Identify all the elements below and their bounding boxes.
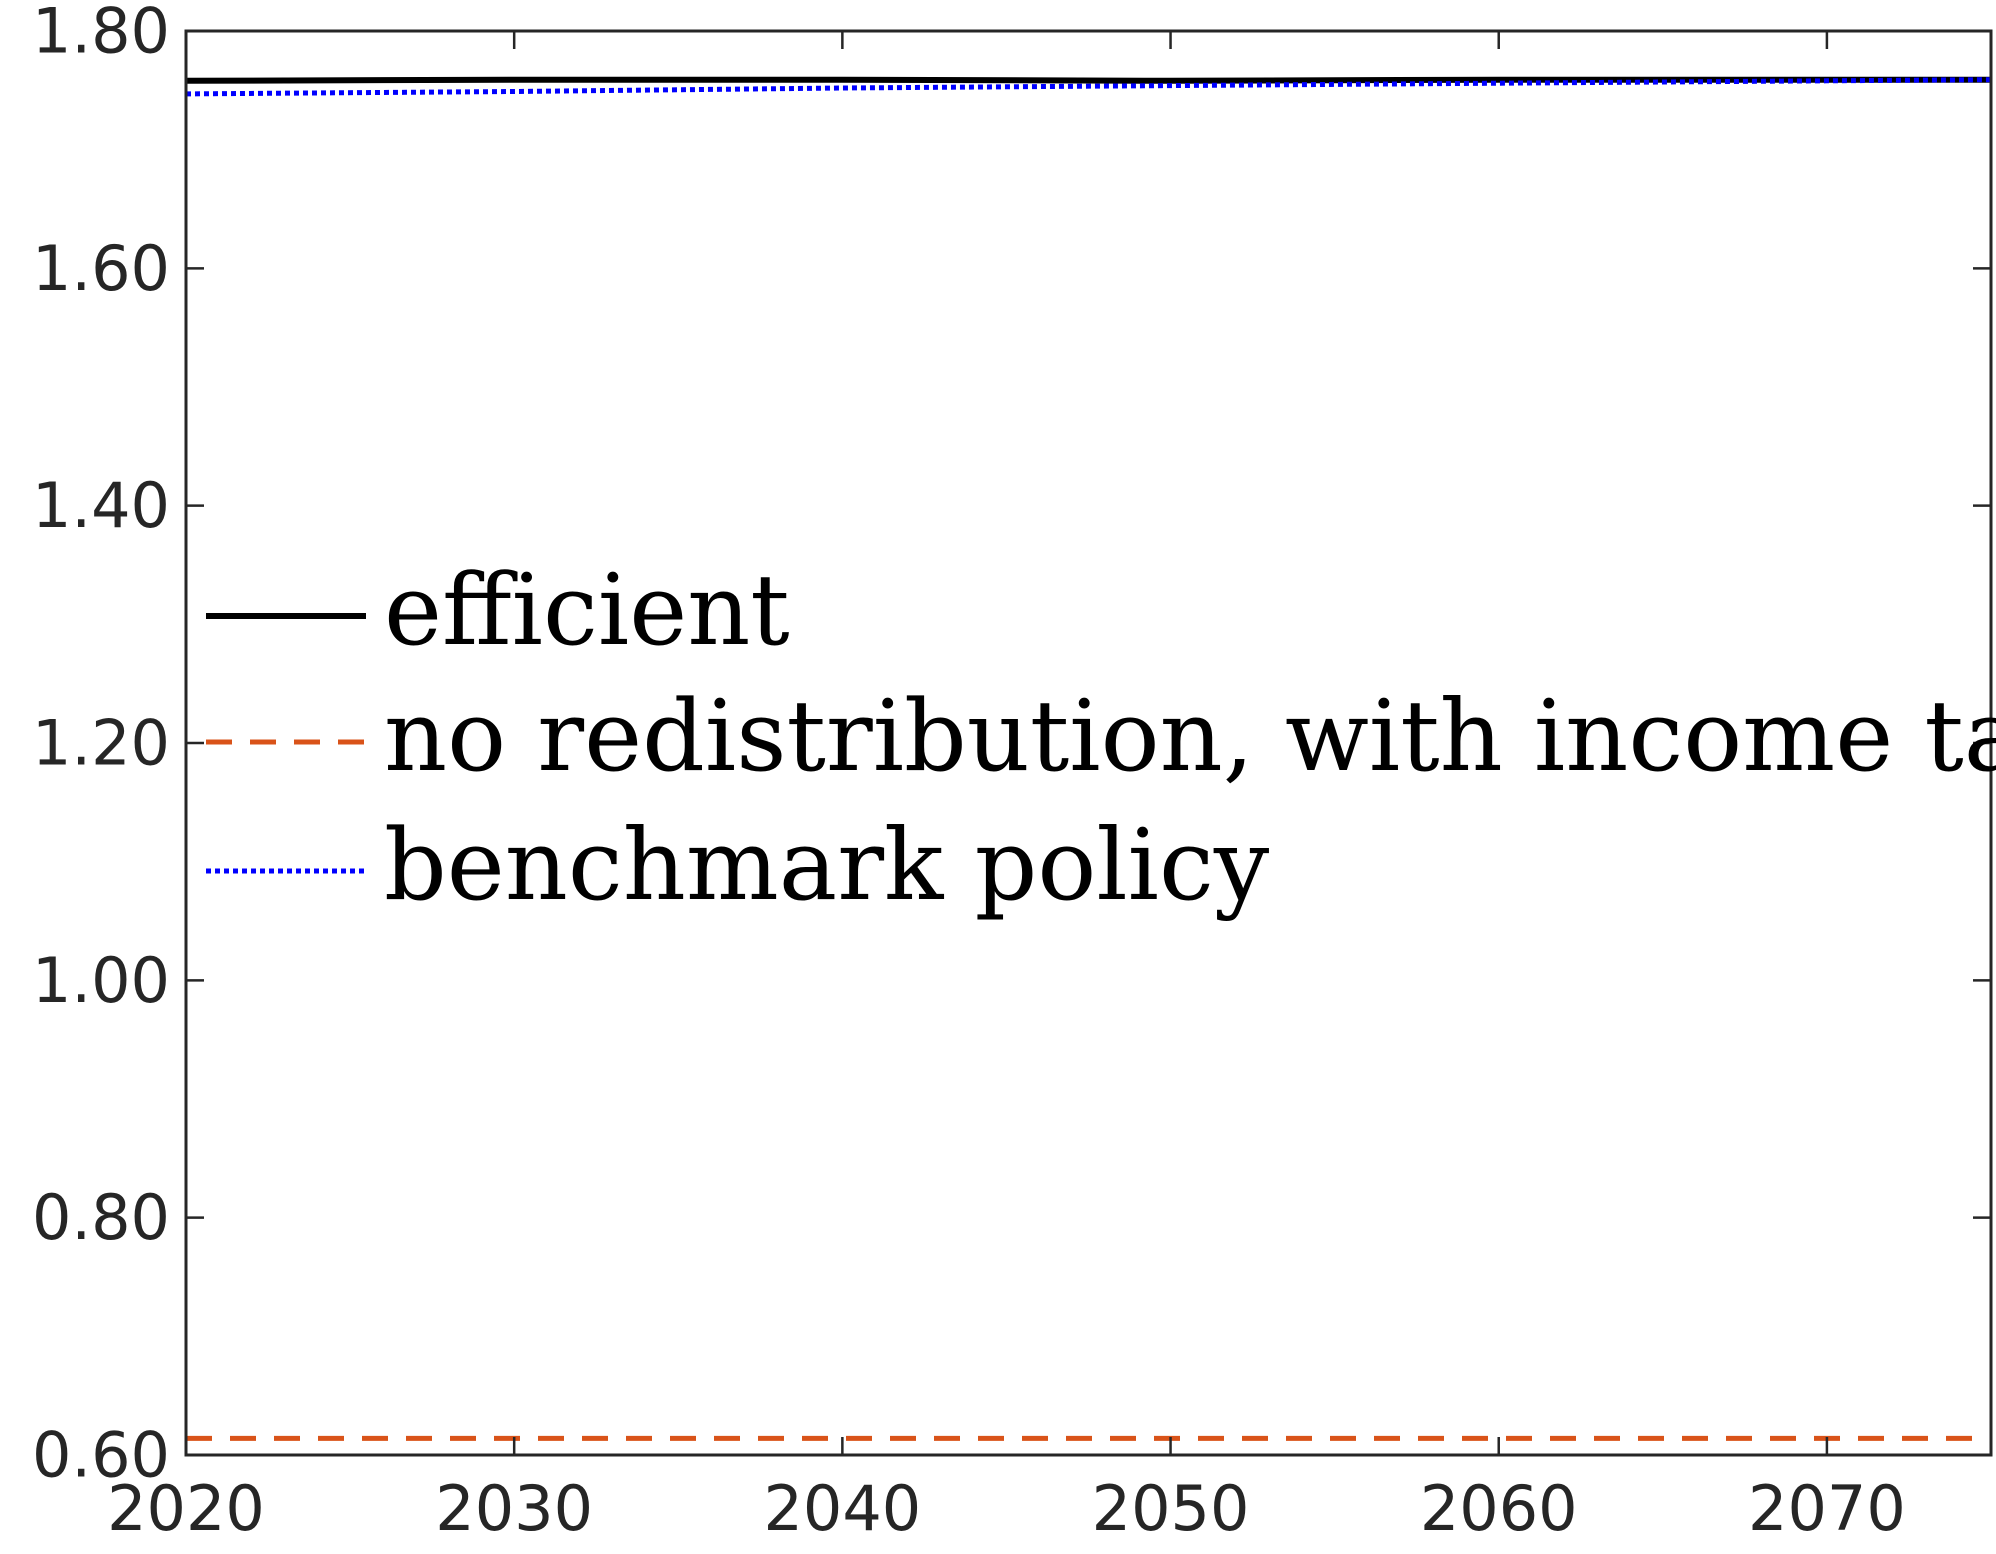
series-line-3	[185, 77, 1992, 97]
x-tick-label: 2070	[1748, 1472, 1906, 1545]
legend: efficient no redistribution, with income …	[206, 554, 1996, 923]
y-tick-label: 1.80	[32, 0, 170, 68]
x-tick-label: 2020	[107, 1472, 265, 1545]
legend-label-2: no redistribution, with income tax	[384, 680, 1996, 794]
y-tick-label: 1.40	[32, 469, 170, 542]
y-tick-label: 0.80	[32, 1181, 170, 1254]
tick-labels: 2020 2030 2040 2050 2060 2070 0.60 0.80 1.00 1.20…	[32, 0, 1906, 1545]
y-tick-label: 1.60	[32, 232, 170, 305]
y-tick-label: 0.60	[32, 1419, 170, 1492]
x-tick-label: 2030	[435, 1472, 593, 1545]
legend-label-1: efficient	[384, 554, 790, 668]
x-tick-label: 2040	[763, 1472, 921, 1545]
legend-label-3: benchmark policy	[384, 809, 1270, 923]
x-tick-label: 2060	[1420, 1472, 1578, 1545]
y-tick-label: 1.00	[32, 944, 170, 1017]
axis-ticks	[184, 29, 1991, 1457]
y-tick-label: 1.20	[32, 707, 170, 780]
x-tick-label: 2050	[1092, 1472, 1250, 1545]
